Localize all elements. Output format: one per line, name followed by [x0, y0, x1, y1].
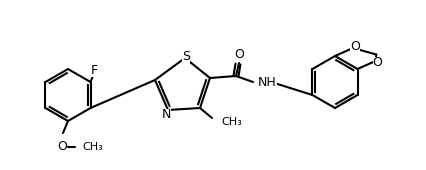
- Text: F: F: [91, 64, 98, 76]
- Text: S: S: [182, 49, 190, 63]
- Text: O: O: [373, 56, 383, 70]
- Text: NH: NH: [258, 75, 277, 89]
- Text: O: O: [350, 39, 360, 53]
- Text: O: O: [57, 140, 67, 154]
- Text: CH₃: CH₃: [82, 142, 103, 152]
- Text: CH₃: CH₃: [221, 117, 242, 127]
- Text: N: N: [161, 108, 171, 122]
- Text: O: O: [234, 48, 244, 62]
